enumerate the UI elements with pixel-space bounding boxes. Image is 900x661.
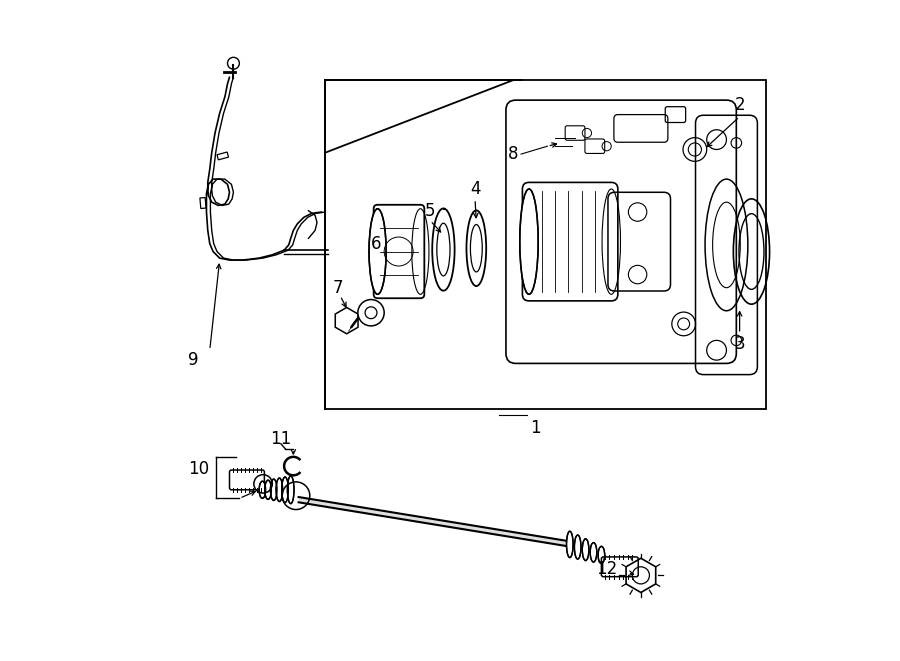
Text: 7: 7 xyxy=(333,279,344,297)
Ellipse shape xyxy=(282,477,288,502)
Text: 2: 2 xyxy=(734,97,745,114)
Ellipse shape xyxy=(265,480,272,500)
Text: 12: 12 xyxy=(596,560,617,578)
Ellipse shape xyxy=(598,547,605,564)
Bar xyxy=(325,81,766,409)
Ellipse shape xyxy=(582,539,589,561)
Text: 4: 4 xyxy=(470,180,481,198)
Text: 10: 10 xyxy=(188,460,209,478)
Ellipse shape xyxy=(590,543,597,562)
Text: 9: 9 xyxy=(188,351,199,369)
Text: 1: 1 xyxy=(530,419,541,437)
Ellipse shape xyxy=(566,531,573,558)
Ellipse shape xyxy=(574,535,581,559)
Text: 5: 5 xyxy=(425,202,436,219)
Ellipse shape xyxy=(259,481,266,498)
Ellipse shape xyxy=(369,209,386,294)
Ellipse shape xyxy=(520,189,538,294)
Text: 8: 8 xyxy=(508,145,518,163)
Ellipse shape xyxy=(276,478,283,502)
Ellipse shape xyxy=(270,479,277,500)
Text: 11: 11 xyxy=(270,430,292,448)
Text: 6: 6 xyxy=(371,235,382,253)
Text: 3: 3 xyxy=(734,334,745,353)
Circle shape xyxy=(358,299,384,326)
Bar xyxy=(217,152,229,160)
Ellipse shape xyxy=(287,476,294,504)
Bar xyxy=(200,198,206,208)
